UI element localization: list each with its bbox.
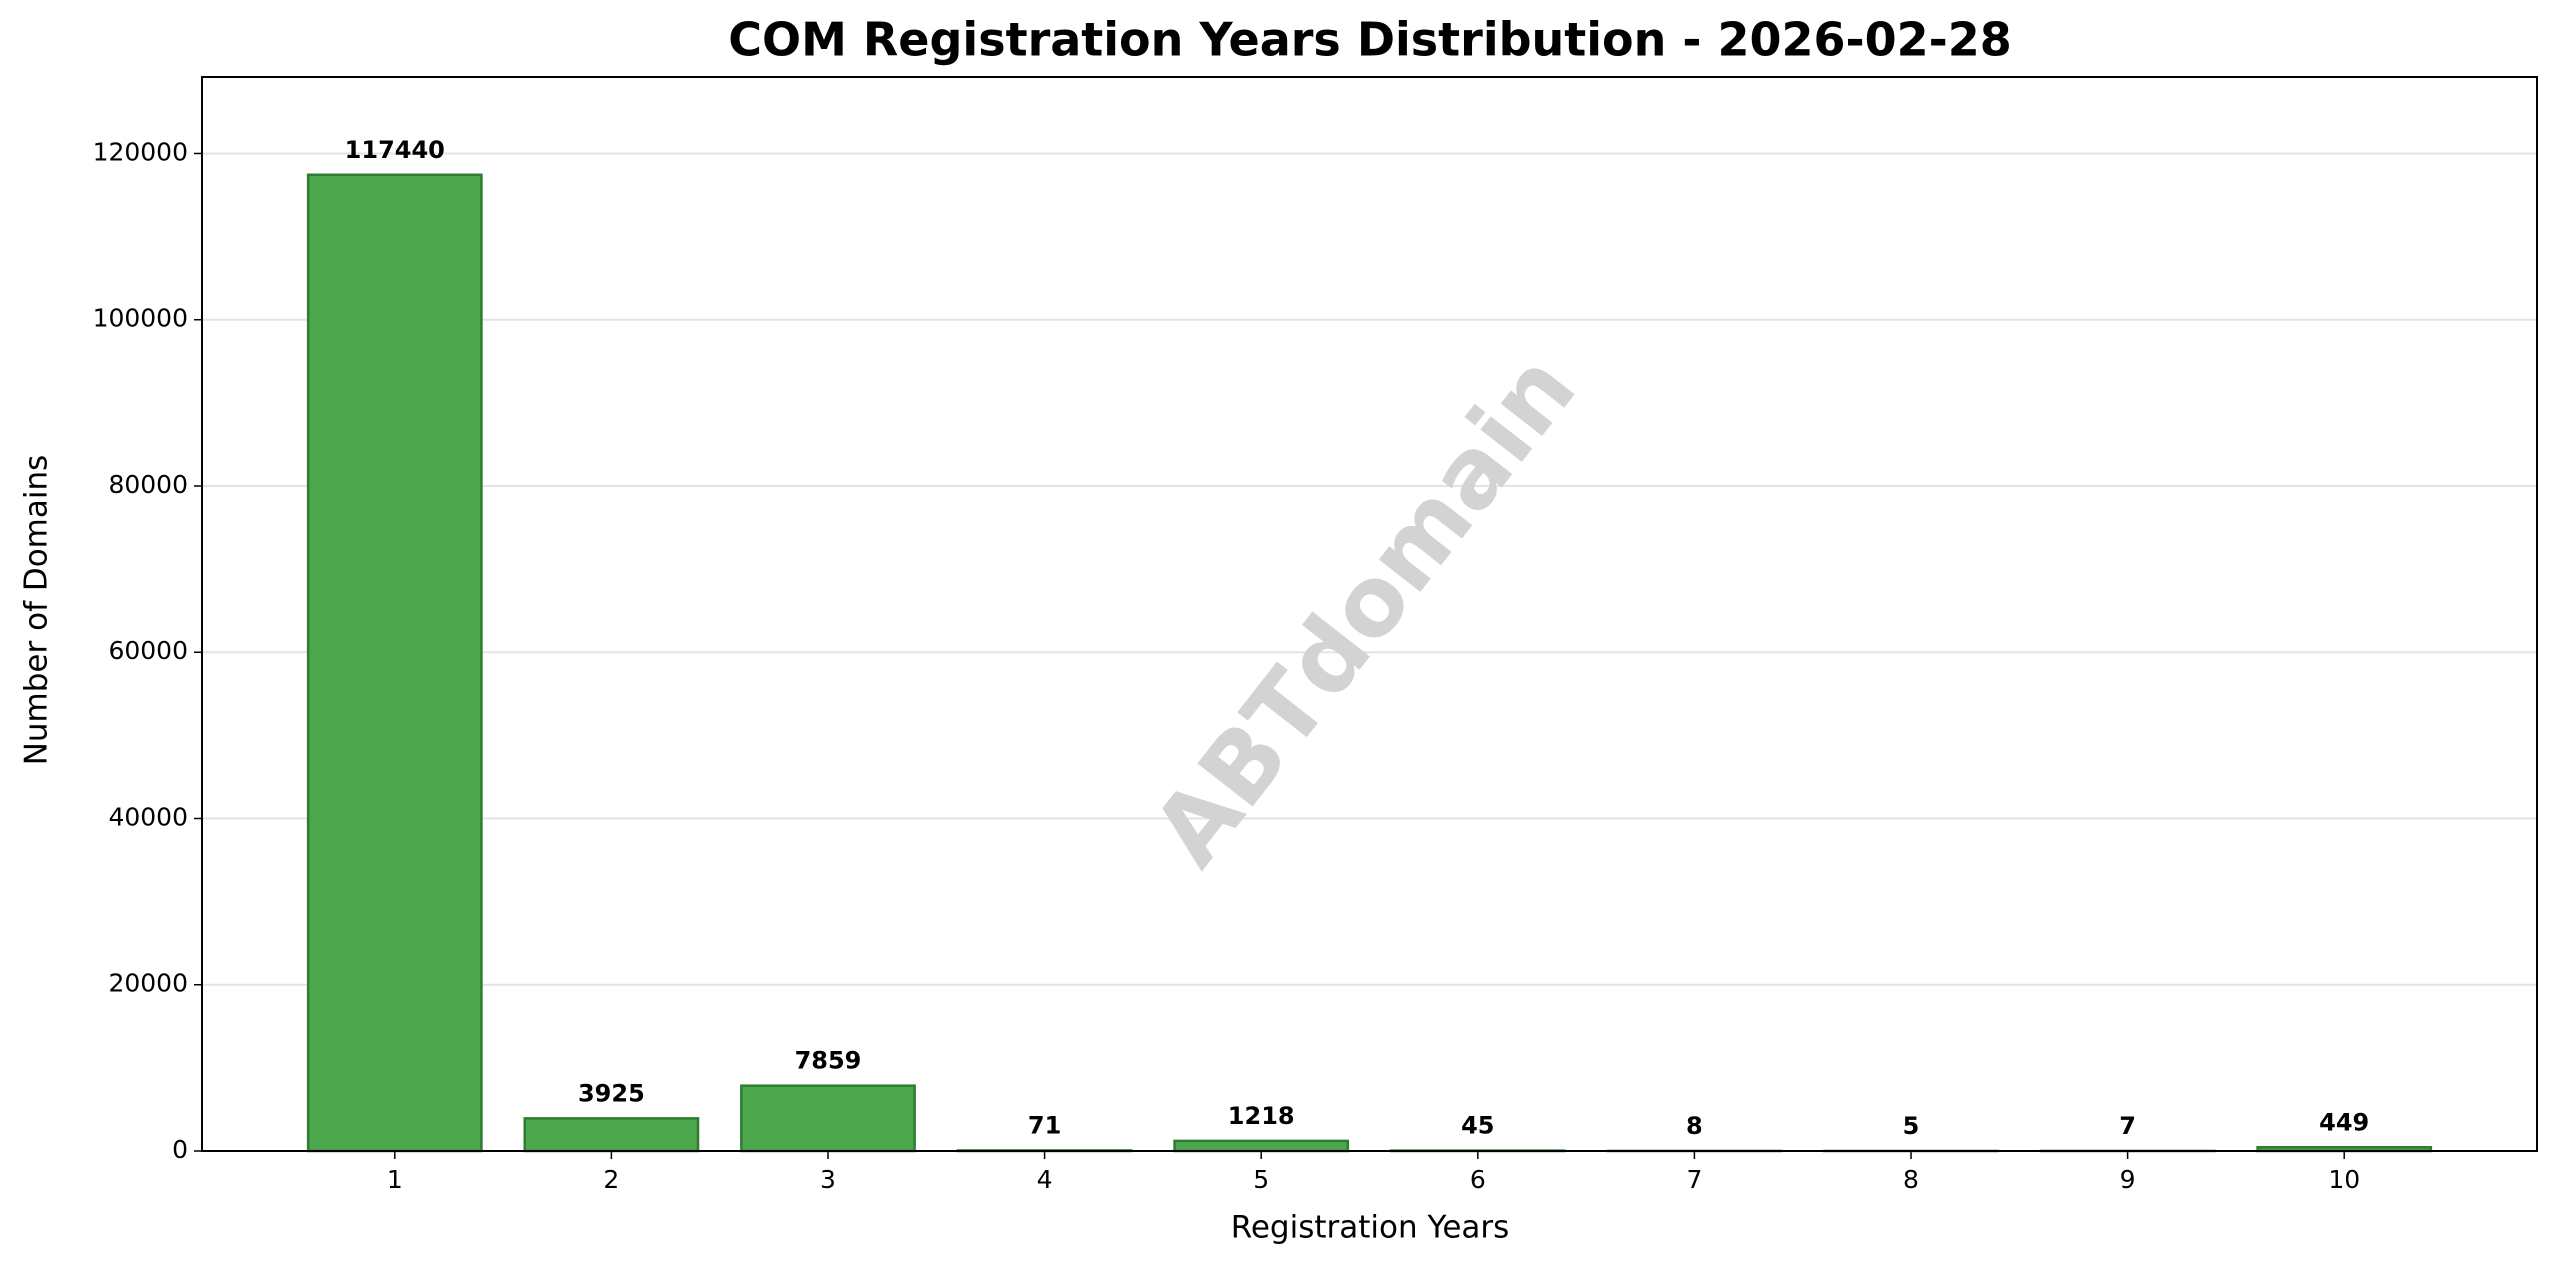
y-tick-label: 60000 [108, 636, 188, 665]
value-label: 45 [1461, 1112, 1494, 1140]
y-tick-label: 20000 [108, 969, 188, 998]
value-label: 3925 [578, 1079, 645, 1107]
y-tick-label: 40000 [108, 802, 188, 831]
x-tick-label: 2 [603, 1165, 619, 1194]
y-tick-label: 100000 [93, 304, 188, 333]
bar [1173, 1139, 1350, 1153]
plot-frame [201, 76, 2538, 1152]
watermark: ABTdomain [1131, 334, 1597, 887]
x-tick-label: 1 [387, 1165, 403, 1194]
value-label: 449 [2319, 1108, 2369, 1136]
x-tick-label: 7 [1686, 1165, 1702, 1194]
value-label: 1218 [1228, 1102, 1295, 1130]
value-label: 71 [1028, 1111, 1061, 1139]
y-tick-label: 0 [172, 1135, 188, 1164]
bar [523, 1117, 700, 1153]
y-tick-label: 120000 [93, 137, 188, 166]
x-tick-label: 10 [2328, 1165, 2360, 1194]
x-tick-label: 9 [2120, 1165, 2136, 1194]
y-axis-label: Number of Domains [19, 455, 55, 766]
chart-title: COM Registration Years Distribution - 20… [728, 13, 2012, 67]
bar [740, 1084, 916, 1153]
x-tick-label: 8 [1903, 1165, 1919, 1194]
x-axis-label: Registration Years [1231, 1210, 1510, 1246]
value-label: 5 [1903, 1112, 1920, 1140]
y-tick-label: 80000 [108, 470, 188, 499]
value-label: 7 [2119, 1112, 2136, 1140]
value-label: 8 [1686, 1112, 1703, 1140]
bar [306, 173, 483, 1153]
x-tick-label: 6 [1470, 1165, 1486, 1194]
x-tick-label: 3 [820, 1165, 836, 1194]
value-label: 7859 [795, 1047, 862, 1075]
x-tick-label: 5 [1253, 1165, 1269, 1194]
value-label: 117440 [345, 136, 445, 164]
x-tick-label: 4 [1037, 1165, 1053, 1194]
